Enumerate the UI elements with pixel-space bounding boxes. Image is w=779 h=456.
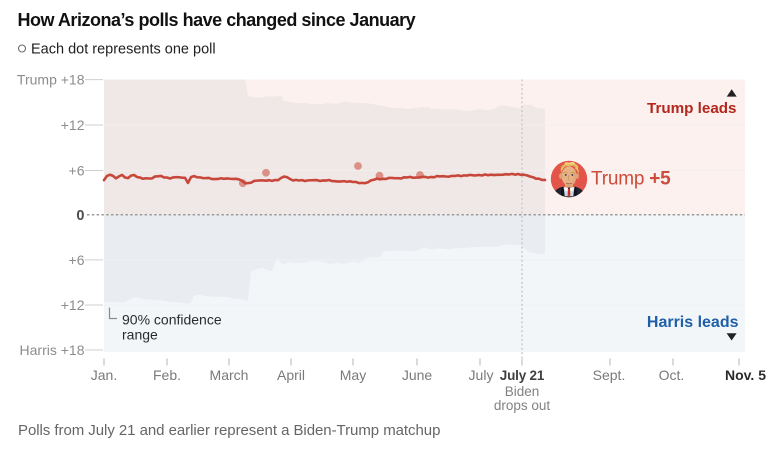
svg-text:Each dot represents one poll: Each dot represents one poll — [31, 42, 216, 58]
svg-text:Trump +5: Trump +5 — [591, 169, 671, 190]
svg-text:May: May — [340, 367, 366, 383]
svg-text:90% confidence: 90% confidence — [122, 312, 222, 328]
svg-text:Sept.: Sept. — [593, 367, 626, 383]
svg-text:Trump leads: Trump leads — [647, 100, 736, 117]
svg-text:July 21: July 21 — [500, 368, 545, 383]
svg-text:Jan.: Jan. — [91, 367, 117, 383]
svg-text:How Arizona’s polls have chang: How Arizona’s polls have changed since J… — [18, 10, 416, 30]
svg-text:+12: +12 — [61, 117, 85, 133]
svg-text:June: June — [402, 367, 433, 383]
svg-text:Harris leads: Harris leads — [647, 314, 739, 331]
svg-text:Biden: Biden — [505, 384, 540, 399]
svg-text:Oct.: Oct. — [659, 367, 685, 383]
svg-text:Polls from July 21 and earlier: Polls from July 21 and earlier represent… — [18, 422, 440, 439]
svg-text:March: March — [210, 367, 249, 383]
svg-text:Harris +18: Harris +18 — [20, 342, 85, 358]
svg-text:Feb.: Feb. — [153, 367, 181, 383]
svg-text:+6: +6 — [69, 252, 85, 268]
svg-text:+12: +12 — [61, 297, 85, 313]
svg-text:drops out: drops out — [494, 398, 551, 413]
svg-text:+6: +6 — [69, 163, 85, 179]
svg-text:April: April — [277, 367, 305, 383]
svg-text:0: 0 — [76, 208, 84, 224]
svg-text:range: range — [122, 327, 158, 343]
svg-text:Nov. 5: Nov. 5 — [725, 367, 766, 383]
svg-text:Trump +18: Trump +18 — [17, 72, 85, 88]
svg-text:July: July — [469, 367, 494, 383]
